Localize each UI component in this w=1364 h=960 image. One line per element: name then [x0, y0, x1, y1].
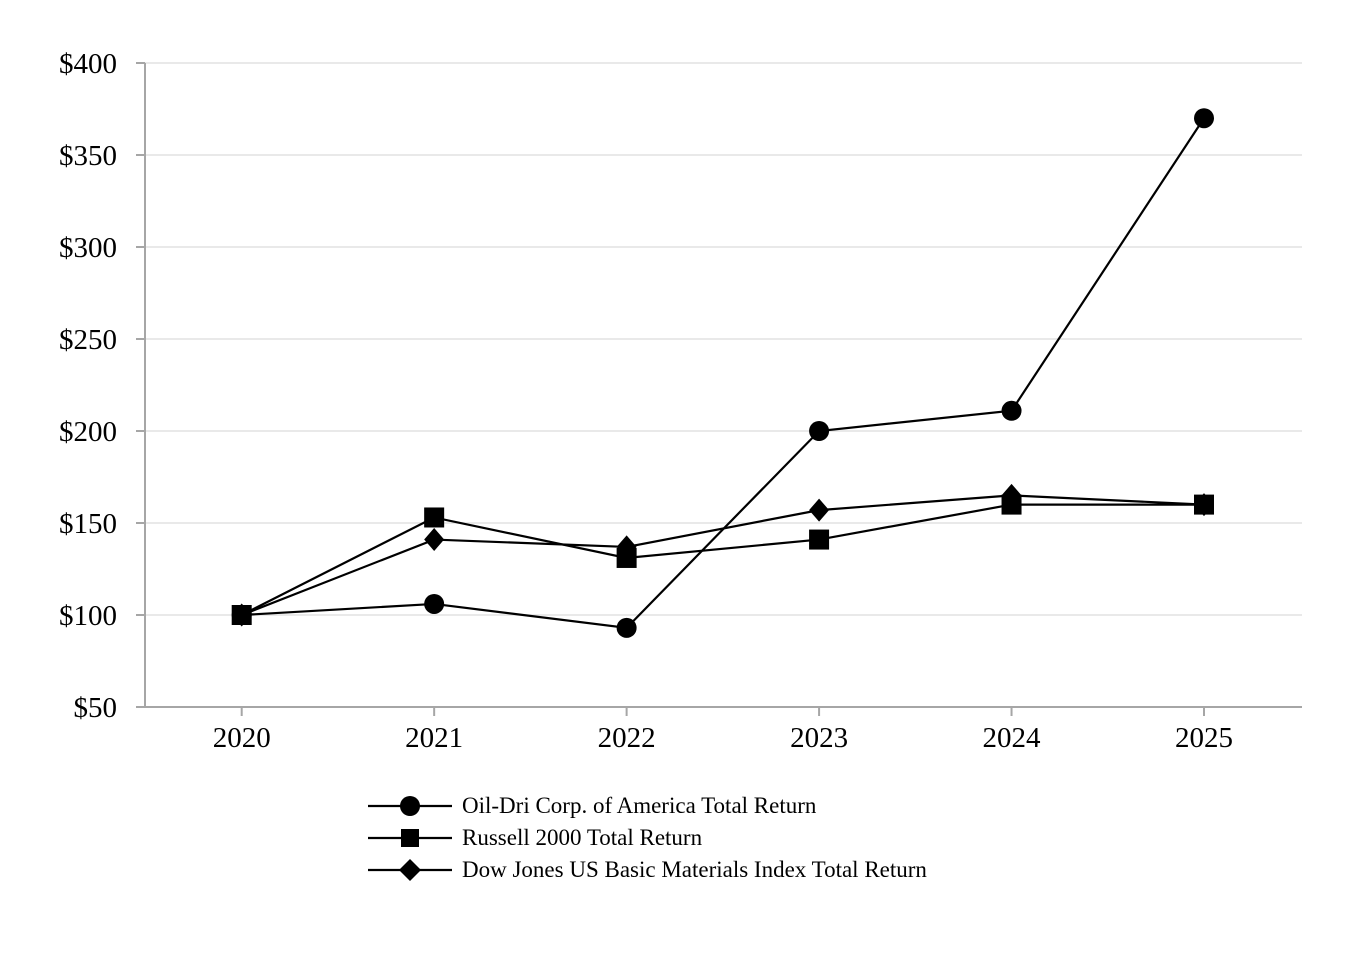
legend-item: Oil-Dri Corp. of America Total Return: [368, 790, 927, 822]
legend-marker-circle-icon: [368, 796, 452, 816]
x-tick-label: 2022: [598, 722, 656, 754]
x-tick-label: 2024: [983, 722, 1042, 754]
legend-label: Russell 2000 Total Return: [462, 824, 703, 850]
x-tick-label: 2021: [405, 722, 463, 754]
y-tick-label: $300: [59, 232, 117, 264]
marker-circle: [616, 617, 637, 638]
y-tick-label: $150: [59, 508, 117, 540]
legend-item: Russell 2000 Total Return: [368, 822, 927, 854]
x-tick-label: 2025: [1175, 722, 1233, 754]
legend-marker-square-icon: [368, 829, 452, 847]
legend-label: Oil-Dri Corp. of America Total Return: [462, 792, 817, 818]
marker-square: [231, 605, 252, 625]
legend-marker-diamond-icon: [368, 859, 452, 881]
y-tick-label: $400: [59, 48, 117, 80]
series-line-circle: [241, 117, 1205, 630]
marker-square: [424, 507, 445, 528]
marker-square: [616, 547, 637, 568]
x-tick-label: 2020: [213, 722, 271, 754]
marker-circle: [1194, 108, 1214, 129]
y-tick-label: $50: [74, 692, 118, 724]
marker-square: [809, 529, 830, 550]
marker-circle: [1001, 400, 1022, 421]
series-line-square: [241, 503, 1204, 616]
y-tick-label: $250: [59, 324, 117, 356]
marker-square: [1001, 494, 1022, 515]
marker-square: [1194, 494, 1214, 515]
marker-circle: [809, 421, 830, 441]
legend-item: Dow Jones US Basic Materials Index Total…: [368, 854, 927, 886]
y-tick-label: $200: [59, 416, 117, 448]
legend-label: Dow Jones US Basic Materials Index Total…: [462, 856, 927, 882]
series-line-diamond: [241, 494, 1205, 617]
marker-diamond: [424, 528, 445, 552]
x-tick-label: 2023: [790, 722, 848, 754]
chart-legend: Oil-Dri Corp. of America Total Return Rus…: [368, 790, 927, 886]
marker-circle: [424, 593, 445, 614]
y-tick-label: $100: [59, 600, 117, 632]
y-tick-label: $350: [59, 140, 117, 172]
marker-diamond: [809, 498, 830, 522]
